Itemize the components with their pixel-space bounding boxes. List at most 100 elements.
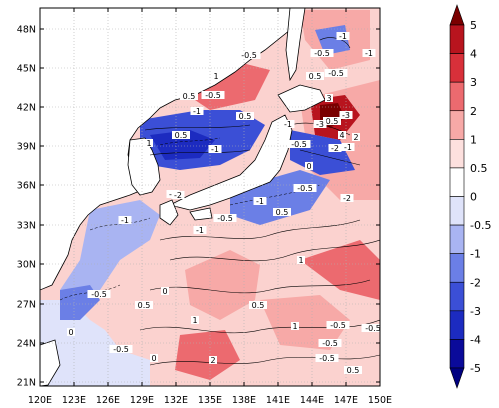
colorbar-bottom-arrow — [449, 367, 465, 389]
colorbar-label: 3 — [470, 76, 477, 89]
colorbar-label: -1 — [470, 248, 481, 261]
contour-label: 1 — [213, 72, 218, 81]
contour-label-bg — [305, 162, 313, 170]
anomaly-region-yellow-sea-negative — [60, 200, 160, 310]
land-asian-mainland — [40, 8, 301, 291]
contour-label-bg — [328, 144, 342, 152]
lon-tick-label: 147E — [334, 395, 358, 406]
colorbar-label: 2 — [470, 105, 477, 118]
contour-label-bg — [171, 191, 185, 199]
contour-label-bg — [212, 72, 220, 80]
contour-label: 0.5 — [347, 366, 360, 375]
contour-label: 0.5 — [309, 72, 322, 81]
contour-label-bg — [237, 51, 261, 59]
colorbar-label: -5 — [470, 362, 481, 375]
lon-tick-label: 123E — [62, 395, 86, 406]
contour-label-bg — [190, 107, 204, 115]
anomaly-region-south-positive-2 — [175, 330, 240, 380]
map-plot-area: -1-1-0.5-0.50.5-0.51-0.50.5-1 -30.5-2 -1-3… — [40, 8, 380, 386]
contour-label: -1 — [256, 197, 264, 206]
colorbar-label: 5 — [470, 19, 477, 32]
contour-label-bg — [249, 301, 267, 309]
contour-label-bg — [273, 208, 291, 216]
colorbar: 5 4 3 2 1 0.5 0 -0.5 -1 -2 -3 -4 -5 — [449, 4, 491, 389]
contour-label-bg — [191, 316, 199, 324]
colorbar-label: 0 — [470, 191, 477, 204]
colorbar-box — [449, 253, 465, 283]
contour-label: 0.5 — [239, 112, 252, 121]
contour-label: 1 — [146, 139, 151, 148]
contour-label-bg — [338, 131, 346, 139]
contour-label-bg — [326, 321, 350, 329]
contour-label: -0.5 — [91, 290, 107, 299]
contour-label: -0.5 — [291, 140, 307, 149]
contour-label-bg — [135, 301, 153, 309]
contour-label-bg — [291, 322, 299, 330]
contour-label-bg — [352, 133, 360, 141]
contour-label-bg — [172, 131, 190, 139]
colorbar-label: 0.5 — [470, 162, 488, 175]
land-sakhalin — [285, 8, 306, 82]
contour-label: 0.5 — [252, 301, 265, 310]
lon-tick-label: 126E — [96, 395, 120, 406]
colorbar-label: 1 — [470, 133, 477, 146]
colorbar-label: 4 — [470, 48, 477, 61]
contour-label: -1 — [121, 216, 129, 225]
contour-label: 1 — [192, 316, 197, 325]
contour-label-bg — [361, 324, 380, 332]
contour-label: -1 — [339, 32, 347, 41]
land-taiwan — [40, 339, 61, 386]
contour-label-bg — [323, 117, 341, 125]
lat-tick-label: 33N — [17, 221, 36, 232]
contour-label-bg — [324, 69, 348, 77]
contour-lines — [139, 37, 380, 366]
contour-label-bg — [340, 194, 354, 202]
contour-label-bg — [253, 197, 267, 205]
lon-tick-label: 135E — [198, 395, 222, 406]
lat-tick-label: 30N — [17, 260, 36, 271]
contour-label-bg — [293, 184, 317, 192]
lat-tick-label: 48N — [17, 25, 36, 36]
contour-label-bg — [339, 111, 353, 119]
contour-label: -0.5 — [241, 51, 257, 60]
colorbar-box — [449, 81, 465, 112]
lat-tick-label: 27N — [17, 300, 36, 311]
contour-label: 0 — [151, 354, 156, 363]
contour-label: 0 — [162, 287, 167, 296]
colorbar-box — [449, 310, 465, 340]
contour-label: 0.5 — [138, 301, 151, 310]
colorbar-box — [449, 196, 465, 226]
contour-label: 0 — [68, 328, 73, 337]
contour-label: -0.5 — [330, 321, 346, 330]
contour-label-bg — [310, 49, 334, 57]
colorbar-box — [449, 167, 465, 197]
contour-label-bg — [213, 214, 237, 222]
contour-labels: -1-1-0.5-0.50.5-0.51-0.50.5-1 -30.5-2 -1-3… — [67, 32, 380, 375]
contour-label-bg — [287, 140, 311, 148]
land-shikoku — [189, 207, 213, 221]
contour-label-bg — [344, 366, 362, 374]
contour-label-bg — [67, 328, 75, 336]
contour-label-bg — [325, 94, 333, 102]
contour-label-bg — [87, 290, 111, 298]
contour-label-bg — [313, 120, 327, 128]
contour-label-bg — [281, 120, 295, 128]
lon-tick-label: 129E — [130, 395, 154, 406]
colorbar-label: -3 — [470, 305, 481, 318]
colorbar-label: -4 — [470, 333, 481, 346]
lon-tick-label: 141E — [266, 395, 290, 406]
contour-label: -0.5 — [205, 91, 221, 100]
lat-tick-label: 24N — [17, 339, 36, 350]
contour-label: -1 — [344, 143, 352, 152]
contour-label: -0.5 — [314, 49, 330, 58]
contour-label-bg — [362, 49, 376, 57]
contour-label: -0.5 — [319, 354, 335, 363]
contour-label: 0 — [306, 162, 311, 171]
contour-label: 0.5 — [326, 117, 339, 126]
colorbar-box — [449, 24, 465, 54]
contour-label-bg — [209, 356, 217, 364]
contour-label: 0.5 — [175, 131, 188, 140]
colorbar-label: -2 — [470, 276, 481, 289]
contour-label: -1 — [196, 226, 204, 235]
